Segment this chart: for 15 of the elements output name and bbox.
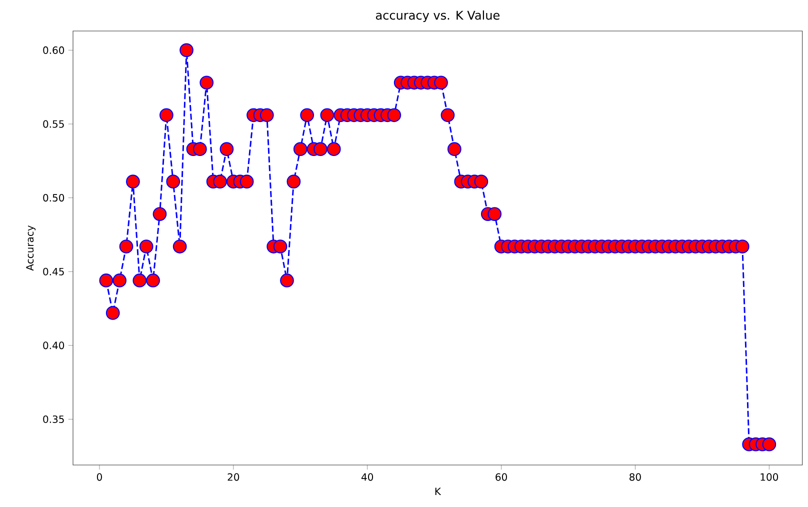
y-tick-label: 0.50 bbox=[43, 194, 64, 202]
y-tick-label: 0.60 bbox=[43, 46, 64, 54]
x-tick-label: 60 bbox=[496, 473, 507, 481]
chart-title: accuracy vs. K Value bbox=[376, 10, 500, 22]
y-tick-label: 0.40 bbox=[43, 342, 64, 350]
x-tick-label: 80 bbox=[630, 473, 641, 481]
x-tick-label: 0 bbox=[96, 473, 102, 481]
y-tick-label: 0.35 bbox=[43, 415, 64, 424]
y-axis-title: Accuracy bbox=[26, 225, 36, 271]
y-tick-label: 0.55 bbox=[43, 120, 64, 128]
x-axis-title: K bbox=[435, 488, 442, 496]
x-tick-label: 40 bbox=[361, 473, 374, 481]
x-tick-label: 100 bbox=[760, 473, 778, 481]
y-tick-label: 0.45 bbox=[43, 268, 64, 276]
x-tick-label: 20 bbox=[228, 473, 240, 481]
